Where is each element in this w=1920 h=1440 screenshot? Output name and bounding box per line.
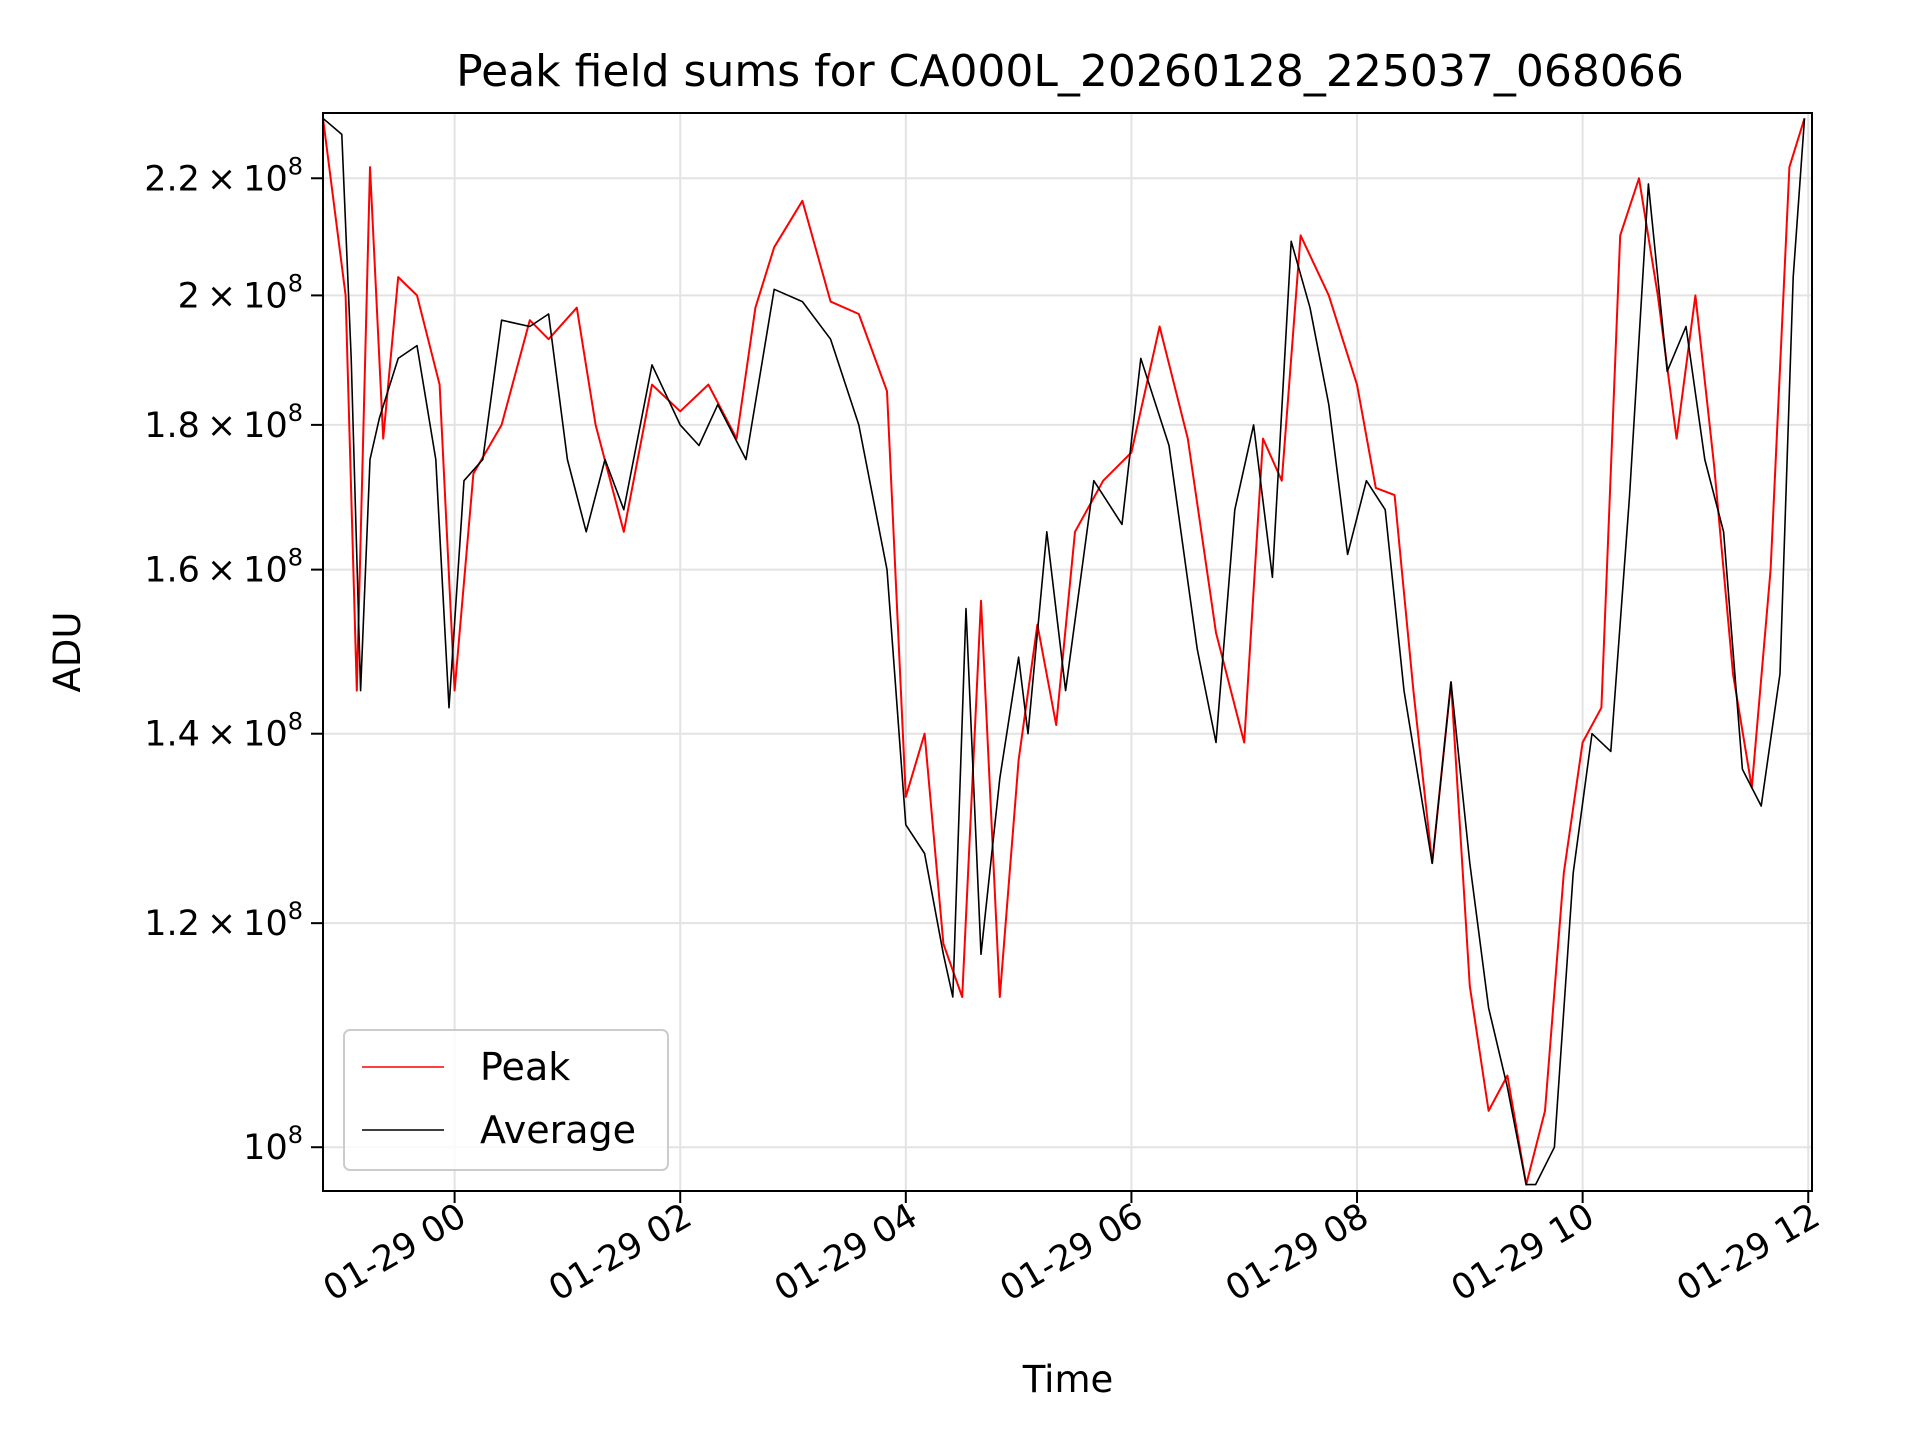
series-line-average [322,117,1806,1186]
plot-frame [322,112,1813,1192]
x-axis-label: Time [1022,1358,1114,1401]
x-axis-ticks: 01-29 00 01-29 02 01-29 04 01-29 06 01-29 08… [317,1191,1827,1309]
series-line-peak [322,118,1806,1186]
y-tick-label: 108 [243,1121,303,1168]
y-gridlines [323,177,1812,1149]
x-tick-label: 01-29 08 [1219,1196,1375,1309]
legend-label-average: Average [480,1108,636,1152]
x-gridlines [453,113,1810,1191]
x-tick-label: 01-29 12 [1670,1196,1826,1309]
x-tick-label: 01-29 00 [317,1196,473,1309]
y-axis-ticks: 108 1.2 × 108 1.4 × 108 1.6 × 108 1.8 × 108 2… [144,152,323,1168]
legend-label-peak: Peak [480,1045,570,1089]
y-tick-label: 2.2 × 108 [144,152,303,199]
x-tick-label: 01-29 06 [994,1196,1150,1309]
legend-box [343,1029,669,1171]
series-layer [322,117,1806,1186]
x-tick-label: 01-29 02 [542,1196,698,1309]
y-tick-label: 2 × 108 [178,269,303,316]
legend: Peak Average [343,1029,669,1171]
x-tick-label: 01-29 10 [1445,1196,1601,1309]
y-tick-label: 1.8 × 108 [144,399,303,446]
y-tick-label: 1.2 × 108 [144,897,303,944]
y-axis-label: ADU [46,612,89,693]
x-tick-label: 01-29 04 [768,1196,924,1309]
chart-title: Peak field sums for CA000L_20260128_2250… [456,46,1684,97]
y-tick-label: 1.4 × 108 [144,708,303,755]
y-tick-label: 1.6 × 108 [144,544,303,591]
